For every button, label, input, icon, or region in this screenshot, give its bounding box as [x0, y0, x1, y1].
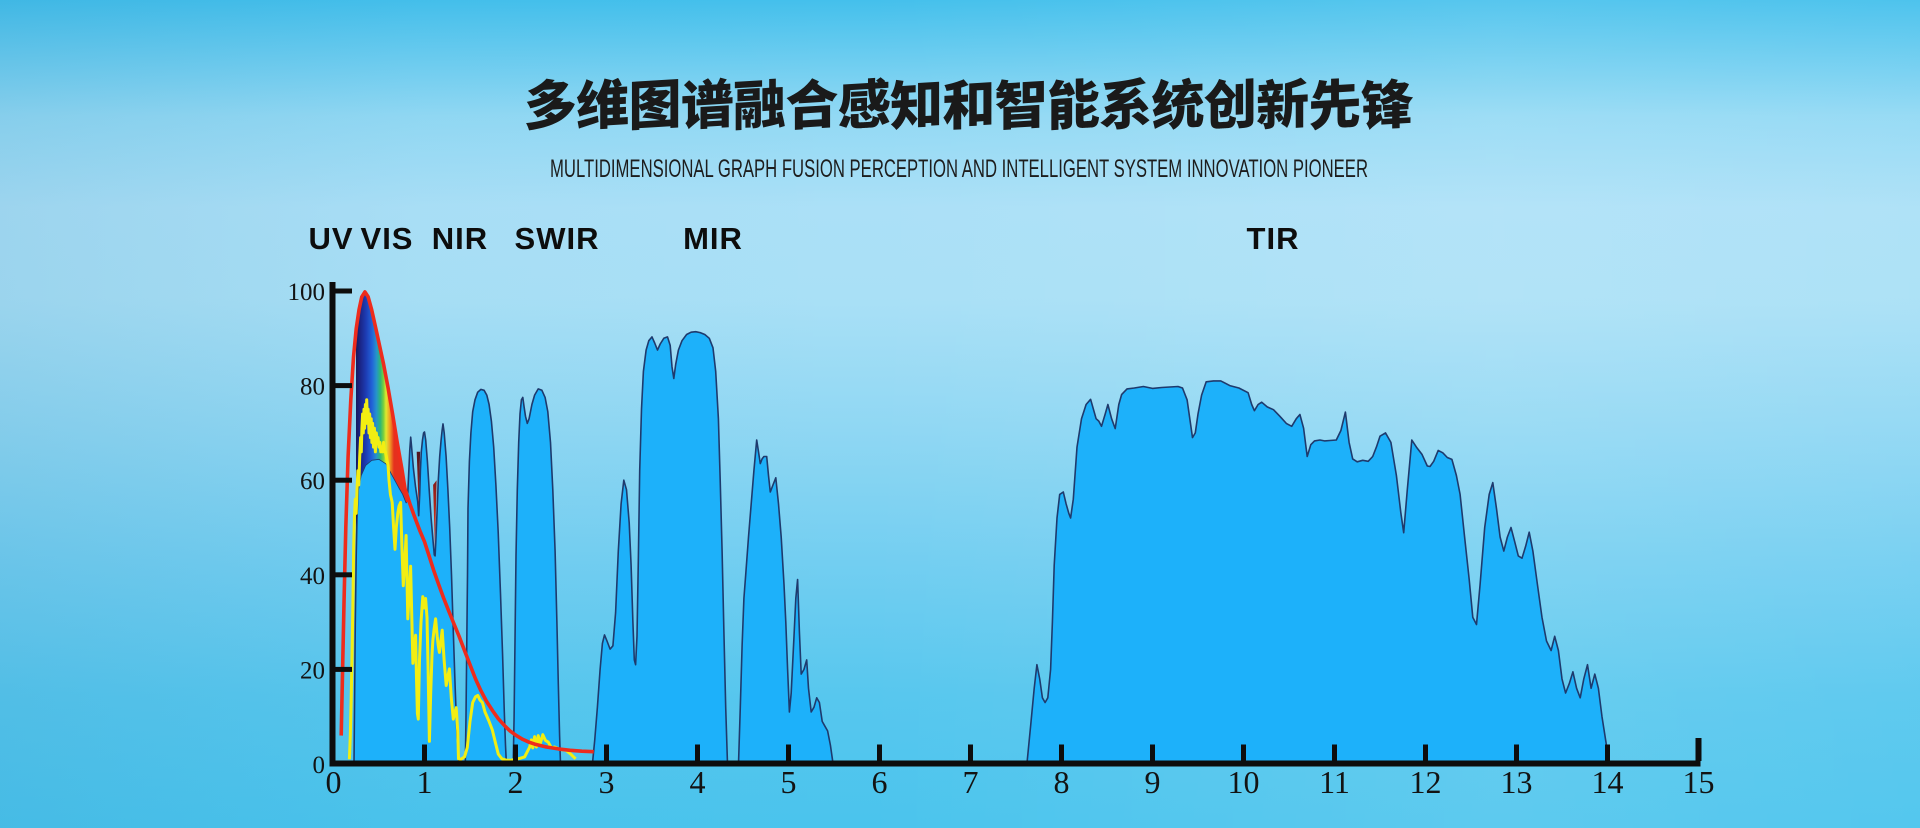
svg-text:MIR: MIR — [683, 221, 743, 256]
svg-text:0: 0 — [313, 752, 326, 779]
svg-text:3: 3 — [599, 764, 615, 800]
svg-text:11: 11 — [1319, 764, 1350, 800]
svg-text:NIR: NIR — [432, 221, 488, 256]
svg-text:12: 12 — [1410, 764, 1442, 800]
svg-text:6: 6 — [872, 764, 888, 800]
svg-text:4: 4 — [690, 764, 706, 800]
svg-text:2: 2 — [508, 764, 524, 800]
svg-text:9: 9 — [1145, 764, 1161, 800]
svg-text:15: 15 — [1683, 764, 1715, 800]
svg-text:20: 20 — [300, 657, 325, 684]
svg-text:60: 60 — [300, 468, 325, 495]
svg-text:TIR: TIR — [1247, 221, 1300, 256]
svg-text:100: 100 — [288, 279, 326, 306]
svg-text:VIS: VIS — [361, 221, 414, 256]
svg-text:10: 10 — [1228, 764, 1260, 800]
svg-text:14: 14 — [1592, 764, 1624, 800]
svg-text:1: 1 — [417, 764, 433, 800]
svg-text:7: 7 — [963, 764, 979, 800]
svg-text:8: 8 — [1054, 764, 1070, 800]
svg-text:13: 13 — [1501, 764, 1533, 800]
svg-text:80: 80 — [300, 374, 325, 401]
svg-text:0: 0 — [326, 764, 342, 800]
svg-text:SWIR: SWIR — [515, 221, 600, 256]
svg-text:MULTIDIMENSIONAL GRAPH FUSION: MULTIDIMENSIONAL GRAPH FUSION PERCEPTION… — [550, 155, 1368, 183]
svg-text:40: 40 — [300, 563, 325, 590]
svg-text:5: 5 — [781, 764, 797, 800]
svg-text:UV: UV — [308, 221, 353, 256]
